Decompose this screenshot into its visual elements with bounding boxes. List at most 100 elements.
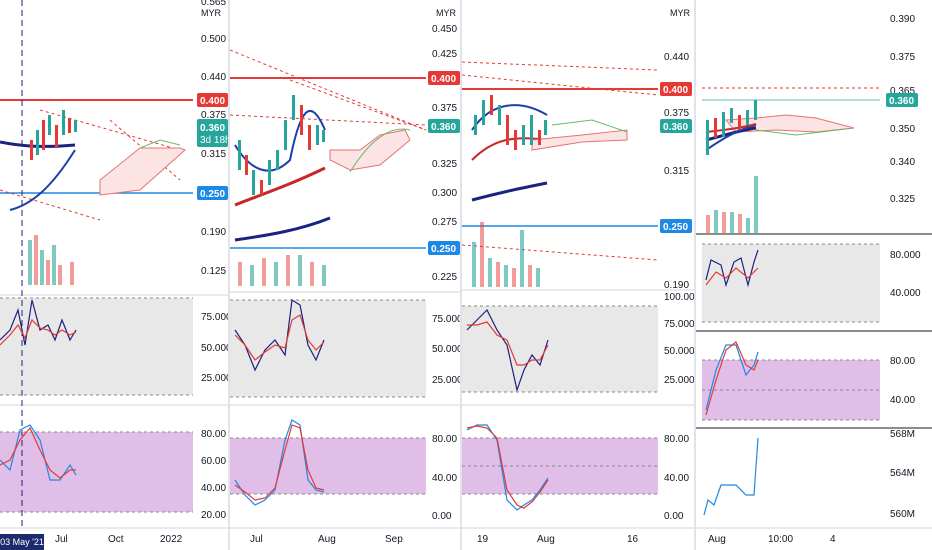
candles-pane-4 [706,100,757,155]
axis-tick: 0.275 [432,217,457,228]
axis-tick: 60.00 [201,456,226,467]
svg-text:0.250: 0.250 [663,222,688,233]
axis-tick: 0.500 [201,34,226,45]
chart-pane-4-canvas[interactable]: 0.390 0.375 0.365 0.350 0.340 0.325 0.36… [696,0,932,550]
volume-pane-1 [28,235,74,285]
svg-text:3d 18h: 3d 18h [200,135,228,146]
axis-tick: 0.325 [432,159,457,170]
unit-label: MYR [670,8,691,18]
chart-pane-3[interactable]: MYR 0.440 0.375 0.315 0.190 0.400 0.360 … [462,0,694,550]
axis-tick: 0.365 [890,86,915,97]
axis-tick: 564M [890,468,915,479]
axis-tick: 50.000 [432,344,460,355]
price-badge-0250: 0.250 [428,241,460,255]
crosshair-date-badge: 03 May '21 [0,534,44,550]
svg-text:0.360: 0.360 [889,96,914,107]
axis-tick: 0.315 [201,149,226,160]
axis-tick: 560M [890,509,915,520]
axis-tick: 0.190 [664,280,689,291]
price-badge-0360: 0.360 [886,93,918,107]
axis-tick: 25.000 [201,373,228,384]
price-badge-0400: 0.400 [197,93,228,107]
axis-tick: 80.000 [890,250,921,261]
candles-pane-1 [30,110,77,160]
axis-tick: 0.300 [432,188,457,199]
price-badge-0250: 0.250 [197,186,228,200]
chart-pane-1[interactable]: MYR 0.565 0.500 0.440 0.375 0.315 0.190 … [0,0,228,550]
svg-text:0.400: 0.400 [200,96,225,107]
axis-tick: 0.125 [201,266,226,277]
axis-tick: 40.00 [201,483,226,494]
axis-tick: 0.375 [201,110,226,121]
axis-tick: 0.440 [201,72,226,83]
axis-tick: 0.375 [664,108,689,119]
axis-tick: 75.000 [432,314,460,325]
axis-tick: 40.00 [664,473,689,484]
axis-tick: 25.000 [432,375,460,386]
price-badge-0400: 0.400 [660,82,692,96]
price-badge-0400: 0.400 [428,71,460,85]
axis-tick: 0.450 [432,24,457,35]
axis-tick: 0.440 [664,52,689,63]
axis-tick: 0.325 [890,194,915,205]
axis-tick: 80.00 [664,434,689,445]
axis-tick: 0.315 [664,166,689,177]
axis-tick: 40.000 [890,288,921,299]
price-badge-0360: 0.360 3d 18h [197,119,228,147]
x-tick: Aug [537,534,555,545]
chart-pane-2[interactable]: MYR 0.450 0.425 0.375 0.325 0.300 0.275 … [230,0,460,550]
axis-tick: 50.000 [664,346,694,357]
axis-tick: 75.000 [201,312,228,323]
unit-label: MYR [201,8,222,18]
axis-tick: 0.350 [890,124,915,135]
x-tick: 16 [627,534,639,545]
svg-text:0.360: 0.360 [663,122,688,133]
svg-text:0.360: 0.360 [431,122,456,133]
x-tick: 4 [830,534,836,545]
x-tick: Sep [385,534,403,545]
axis-tick: 0.190 [201,227,226,238]
axis-tick: 0.565 [201,0,226,8]
axis-tick: 0.340 [890,157,915,168]
x-tick: Oct [108,534,124,545]
chart-pane-3-canvas[interactable]: MYR 0.440 0.375 0.315 0.190 0.400 0.360 … [462,0,694,550]
svg-text:0.250: 0.250 [431,244,456,255]
axis-tick: 80.00 [432,434,457,445]
price-badge-0360: 0.360 [428,119,460,133]
unit-label: MYR [436,8,457,18]
axis-tick: 40.00 [432,473,457,484]
chart-pane-1-canvas[interactable]: MYR 0.565 0.500 0.440 0.375 0.315 0.190 … [0,0,228,550]
axis-tick: 50.000 [201,343,228,354]
axis-tick: 75.000 [664,319,694,330]
axis-tick: 568M [890,429,915,440]
axis-tick: 80.00 [201,429,226,440]
volume-pane-2 [238,255,326,286]
volume-pane-4 [706,176,758,233]
x-tick: 10:00 [768,534,793,545]
x-tick: Jul [250,534,263,545]
x-tick: Aug [318,534,336,545]
axis-tick: 0.375 [890,52,915,63]
axis-tick: 0.375 [432,103,457,114]
svg-text:0.250: 0.250 [200,189,225,200]
axis-tick: 80.00 [890,356,915,367]
svg-text:0.360: 0.360 [200,123,225,134]
price-badge-0250: 0.250 [660,219,692,233]
price-badge-0360: 0.360 [660,119,692,133]
candles-pane-3 [474,95,547,150]
axis-tick: 20.00 [201,510,226,521]
candles-pane-2 [238,95,325,195]
chart-pane-4[interactable]: 0.390 0.375 0.365 0.350 0.340 0.325 0.36… [696,0,932,550]
axis-tick: 0.390 [890,14,915,25]
axis-tick: 40.00 [890,395,915,406]
x-tick: 2022 [160,534,183,545]
volume-pane-3 [472,222,540,287]
axis-tick: 0.225 [432,272,457,283]
svg-text:0.400: 0.400 [431,74,456,85]
axis-tick: 0.425 [432,49,457,60]
axis-tick: 0.00 [432,511,452,522]
x-tick: Jul [55,534,68,545]
axis-tick: 25.000 [664,375,694,386]
chart-pane-2-canvas[interactable]: MYR 0.450 0.425 0.375 0.325 0.300 0.275 … [230,0,460,550]
axis-tick: 100.000 [664,292,694,303]
